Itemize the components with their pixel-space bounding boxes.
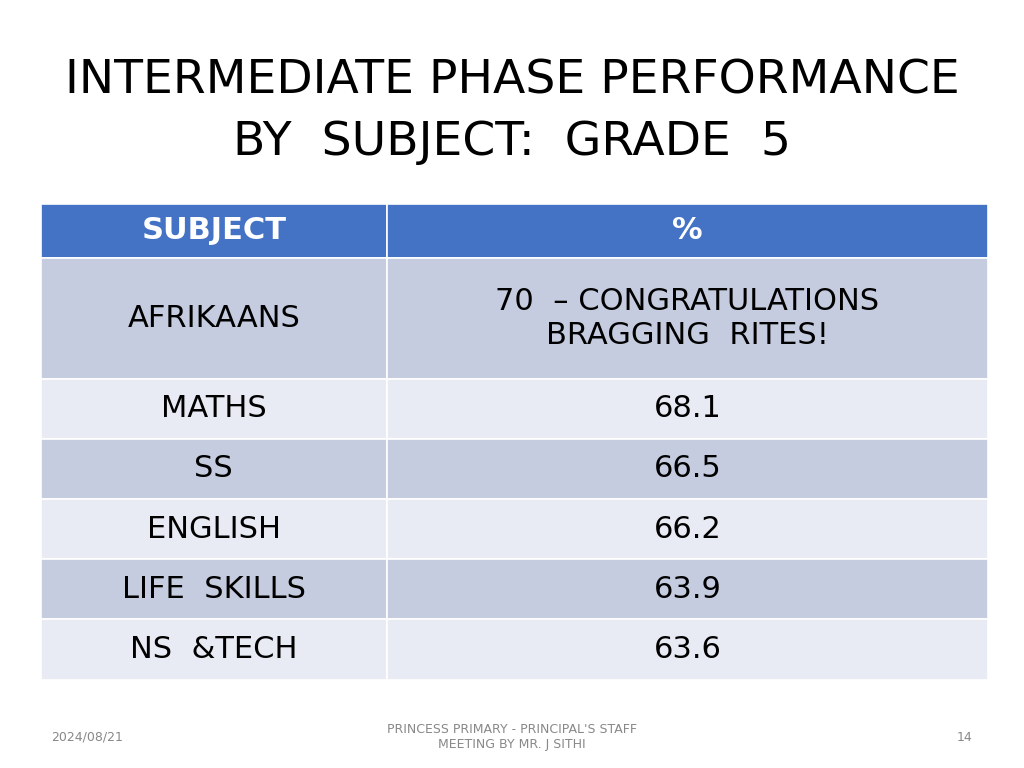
Text: 63.9: 63.9 <box>653 575 721 604</box>
Text: 2024/08/21: 2024/08/21 <box>51 731 123 743</box>
Text: ENGLISH: ENGLISH <box>146 515 281 544</box>
Text: 63.6: 63.6 <box>653 635 721 664</box>
Text: SS: SS <box>195 455 233 484</box>
Text: NS  &TECH: NS &TECH <box>130 635 298 664</box>
Text: %: % <box>672 217 702 246</box>
Text: SUBJECT: SUBJECT <box>141 217 287 246</box>
Text: 68.1: 68.1 <box>653 394 721 423</box>
Text: MATHS: MATHS <box>161 394 266 423</box>
Text: PRINCESS PRIMARY - PRINCIPAL'S STAFF
MEETING BY MR. J SITHI: PRINCESS PRIMARY - PRINCIPAL'S STAFF MEE… <box>387 723 637 751</box>
Text: INTERMEDIATE PHASE PERFORMANCE: INTERMEDIATE PHASE PERFORMANCE <box>65 58 959 103</box>
Text: 14: 14 <box>957 731 973 743</box>
Text: 70  – CONGRATULATIONS
BRAGGING  RITES!: 70 – CONGRATULATIONS BRAGGING RITES! <box>496 287 880 349</box>
Text: BY  SUBJECT:  GRADE  5: BY SUBJECT: GRADE 5 <box>233 120 791 164</box>
Text: LIFE  SKILLS: LIFE SKILLS <box>122 575 306 604</box>
Text: 66.5: 66.5 <box>653 455 721 484</box>
Text: AFRIKAANS: AFRIKAANS <box>127 304 300 333</box>
Text: 66.2: 66.2 <box>653 515 721 544</box>
